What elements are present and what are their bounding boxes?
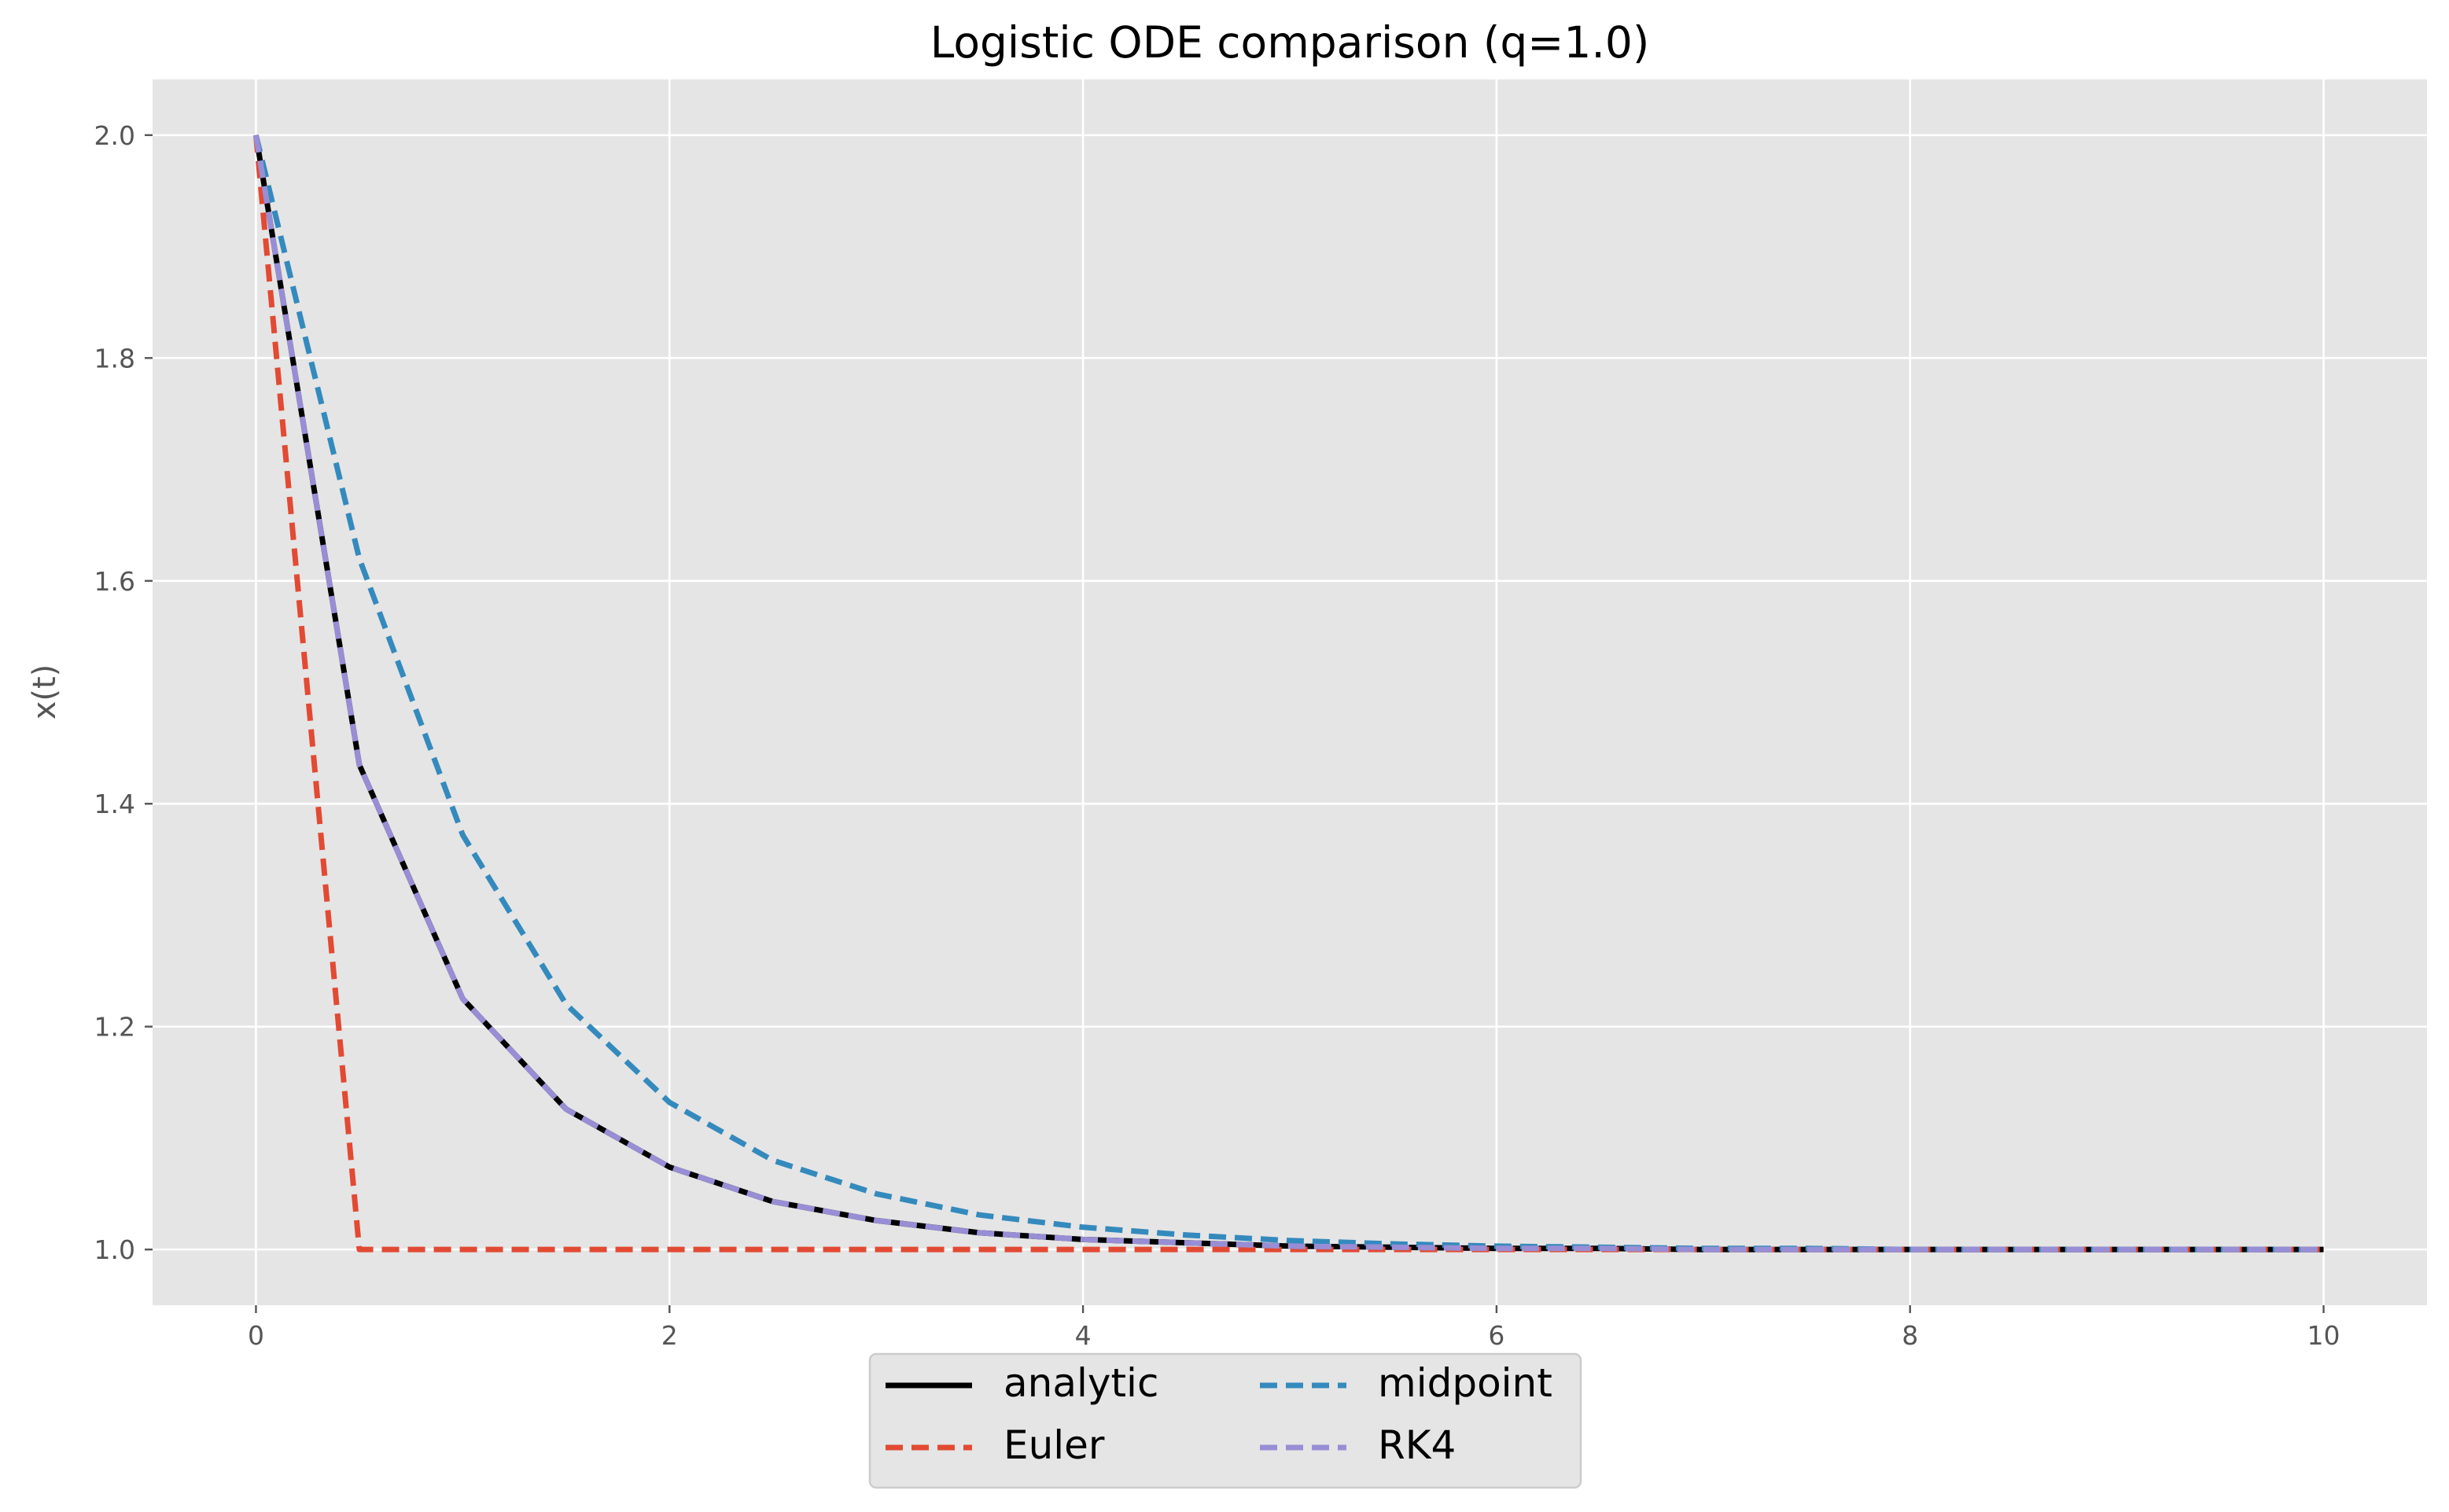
x-tick-label: 6 (1488, 1320, 1504, 1351)
y-tick-label: 1.4 (94, 789, 135, 819)
series-layer (252, 134, 2324, 1253)
legend-label-midpoint: midpoint (1378, 1360, 1552, 1406)
y-tick-label: 1.6 (94, 566, 135, 597)
legend: analytic Euler midpoint RK4 (868, 1352, 1582, 1489)
legend-label-rk4: RK4 (1378, 1422, 1456, 1468)
x-tick-label: 10 (2307, 1320, 2340, 1351)
x-tick-label: 2 (661, 1320, 678, 1351)
legend-box (868, 1352, 1582, 1489)
y-tick-label: 2.0 (94, 120, 135, 151)
x-tick-label: 0 (248, 1320, 264, 1351)
legend-label-euler: Euler (1004, 1422, 1105, 1468)
y-tick-label: 1.2 (94, 1012, 135, 1043)
x-tick-label: 8 (1902, 1320, 1918, 1351)
plot-area (153, 79, 2427, 1305)
legend-label-analytic: analytic (1004, 1360, 1158, 1406)
x-tick-label: 4 (1075, 1320, 1092, 1351)
y-tick-label: 1.8 (94, 343, 135, 373)
x-axis: 0 2 4 6 8 10 (248, 1305, 2340, 1351)
y-axis-title: x(t) (27, 664, 63, 720)
y-axis: 1.0 1.2 1.4 1.6 1.8 2.0 (94, 120, 153, 1265)
series-line-rk4 (253, 134, 2324, 1253)
series-line-midpoint (253, 134, 2324, 1253)
y-tick-label: 1.0 (94, 1234, 135, 1265)
chart-title: Logistic ODE comparison (q=1.0) (930, 17, 1650, 68)
